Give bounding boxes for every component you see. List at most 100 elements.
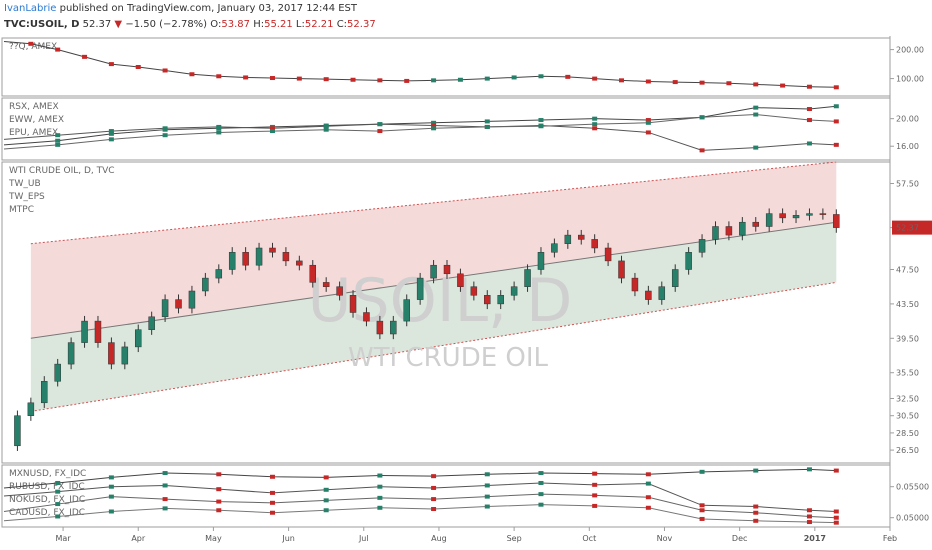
series-point [162,497,168,502]
low-value: 52.21 [304,19,334,30]
series-point [269,490,275,495]
series-point [753,504,759,509]
series-point [699,503,705,508]
series-line [3,468,837,489]
candle-body [14,415,21,447]
series-point [377,473,383,478]
series-point [431,485,437,490]
series-point [377,129,383,134]
series-point [108,509,114,514]
watermark-symbol: USOIL, D [308,266,573,336]
close-value: 52.37 [347,19,376,30]
series-point [108,475,114,480]
series-point [645,118,651,123]
y-tick-label: 32.50 [896,395,919,404]
candle-body [833,214,840,228]
y-tick-label: 16.00 [896,142,919,151]
series-point [55,133,61,138]
panel-frame-fx [1,464,891,528]
legend-label: WTI CRUDE OIL, D, TVC [9,166,115,176]
candle-body [551,243,558,253]
high-label: H: [253,19,265,30]
series-point [753,82,759,87]
series-point [377,495,383,500]
candle-body [819,213,827,215]
series-point [592,116,598,121]
legend-label: TW_UB [8,179,41,189]
candle-body [148,316,155,330]
last-price: 52.37 [82,19,112,30]
series-point [108,129,114,134]
series-point [645,495,651,500]
candle-body [121,346,129,365]
series-point [484,483,490,488]
candle-body [752,221,760,227]
candle-body [282,252,290,262]
open-value: 53.87 [221,19,250,30]
high-value: 55.21 [264,19,293,30]
candle-body [242,252,249,266]
series-point [216,124,222,129]
series-point [538,74,544,79]
candle-body [403,299,410,322]
candle-body [671,269,679,287]
series-point [645,120,651,125]
series-point [269,474,275,479]
candle-body [349,295,357,313]
candle-body [134,329,142,348]
candle-body [725,226,733,236]
candle-body [67,342,75,365]
series-point [377,505,383,510]
series-point [645,472,651,477]
series-point [538,502,544,507]
series-point [55,138,61,143]
series-point [323,475,329,480]
series-line [3,123,837,151]
candle-body [497,295,504,305]
candle-body [484,295,491,305]
series-point [269,500,275,505]
chart-canvas[interactable]: 200.00 100.00 ??Q, AMEX 20.00 16.00 RSX, AMEX… [0,36,932,550]
series-point [216,508,222,513]
candle-body [27,402,35,416]
series-point [592,76,598,81]
series-point [538,471,544,476]
series-point [55,47,61,52]
author-link[interactable]: IvanLabrie [4,3,57,14]
candle-body [685,252,692,270]
series-point [833,468,839,473]
x-tick-label: Dec [732,534,747,543]
series-point [753,145,759,150]
series-point [323,77,329,82]
legend-label: RUBUSD, FX_IDC [9,482,85,492]
x-tick-label: Jun [281,534,295,543]
y-tick-label: 0.05500 [896,483,929,492]
candle-body [416,277,424,300]
series-point [82,54,88,59]
series-point [431,123,437,128]
watermark-name: WTI CRUDE OIL [348,343,549,373]
legend-label: RSX, AMEX [9,102,59,112]
series-point [699,148,705,153]
series-point [806,467,812,472]
chart-header: IvanLabrie published on TradingView.com,… [0,0,932,36]
candle-body [269,247,276,253]
series-point [806,508,812,513]
series-point [726,81,732,86]
series-point [538,118,544,123]
series-point [162,133,168,138]
candle-body [390,320,397,335]
open-label: O: [210,19,222,30]
series-point [162,483,168,488]
x-tick-label: Apr [131,534,146,543]
series-point [806,84,812,89]
upper-channel-fill [30,162,837,339]
series-point [484,76,490,81]
series-point [753,468,759,473]
series-point [216,472,222,477]
series-point [806,107,812,112]
candle-body [591,239,598,249]
series-point [431,497,437,502]
series-point [216,130,222,135]
legend-label: NOKUSD, FX_IDC [9,495,85,505]
